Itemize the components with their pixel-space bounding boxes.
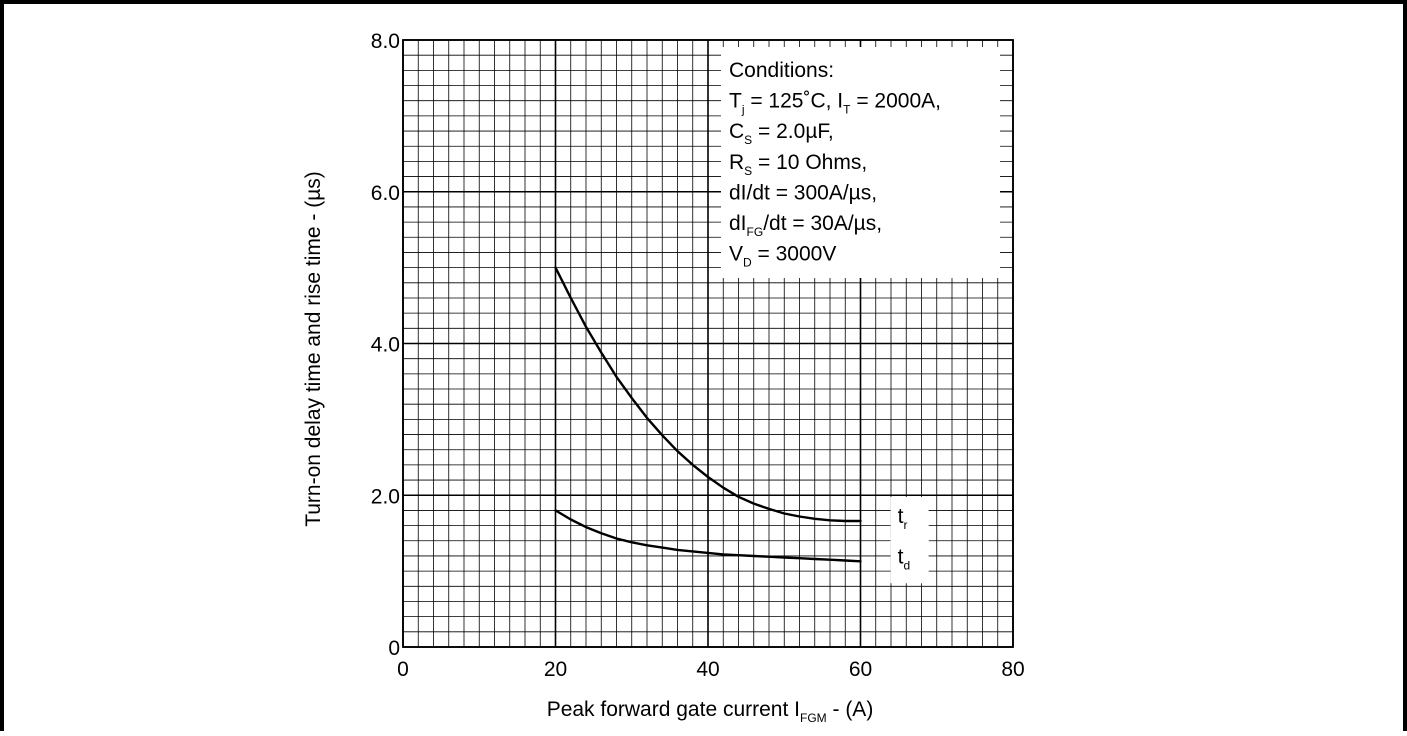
condition-line: CS = 2.0µF, xyxy=(729,120,834,147)
x-tick-label: 20 xyxy=(544,658,567,681)
y-tick-label: 6.0 xyxy=(371,182,400,205)
conditions-box-bg xyxy=(721,47,1000,278)
y-tick-label: 0 xyxy=(388,637,400,660)
condition-line: Conditions: xyxy=(729,59,834,82)
condition-line: dI/dt = 300A/µs, xyxy=(729,181,877,204)
y-tick-label: 8.0 xyxy=(371,30,400,53)
curve-label-bg xyxy=(890,497,929,544)
plot-border xyxy=(402,39,1014,648)
condition-line: dIFG/dt = 30A/µs, xyxy=(729,212,882,239)
curve-label-td: td xyxy=(898,545,911,572)
y-tick-label: 2.0 xyxy=(371,485,400,508)
curve-labels: tr td xyxy=(890,497,929,584)
curve-label-bg xyxy=(890,537,929,584)
series-line-tr xyxy=(554,266,862,523)
series-line-td xyxy=(554,509,862,563)
tick-labels: 0 20 40 60 80 0 2.0 4.0 6.0 8.0 xyxy=(371,30,1025,681)
conditions-box: Conditions: Tj = 125˚C, IT = 2000A, CS = 2… xyxy=(721,47,1000,278)
condition-line: RS = 10 Ohms, xyxy=(729,151,867,178)
x-tick-label: 40 xyxy=(696,658,719,681)
x-tick-label: 80 xyxy=(1001,658,1024,681)
condition-line: Tj = 125˚C, IT = 2000A, xyxy=(729,90,941,117)
condition-line: VD = 3000V xyxy=(729,243,836,270)
x-tick-label: 0 xyxy=(397,658,409,681)
y-tick-label: 4.0 xyxy=(371,334,400,357)
series-layer xyxy=(554,266,862,563)
x-tick-label: 60 xyxy=(849,658,872,681)
y-axis-label: Turn-on delay time and rise time - (µs) xyxy=(302,171,325,527)
curve-label-tr: tr xyxy=(898,505,908,532)
x-axis-label: Peak forward gate current IFGM - (A) xyxy=(547,698,874,725)
